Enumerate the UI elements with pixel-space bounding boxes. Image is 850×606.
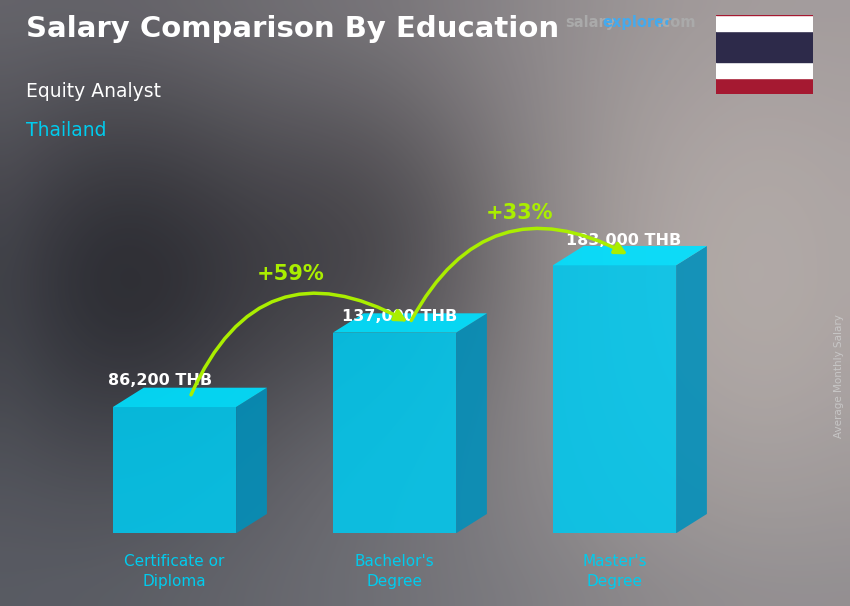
Polygon shape — [552, 265, 676, 533]
FancyArrowPatch shape — [191, 293, 404, 395]
Bar — [716, 0, 813, 15]
Text: Bachelor's
Degree: Bachelor's Degree — [354, 554, 434, 589]
Polygon shape — [333, 333, 456, 533]
Text: Certificate or
Diploma: Certificate or Diploma — [124, 554, 224, 589]
Polygon shape — [552, 246, 707, 265]
Bar — [716, 78, 813, 94]
Polygon shape — [113, 407, 236, 533]
Text: +59%: +59% — [258, 264, 325, 284]
Bar — [716, 31, 813, 62]
Text: salary: salary — [565, 15, 615, 30]
Text: Salary Comparison By Education: Salary Comparison By Education — [26, 15, 558, 43]
Polygon shape — [113, 388, 267, 407]
Polygon shape — [236, 388, 267, 533]
Text: .com: .com — [656, 15, 695, 30]
Text: explorer: explorer — [603, 15, 672, 30]
Polygon shape — [333, 313, 487, 333]
Text: Master's
Degree: Master's Degree — [582, 554, 647, 589]
Text: 137,000 THB: 137,000 THB — [342, 309, 457, 324]
Text: Equity Analyst: Equity Analyst — [26, 82, 161, 101]
Text: +33%: +33% — [486, 204, 553, 224]
Polygon shape — [676, 246, 707, 533]
Text: Average Monthly Salary: Average Monthly Salary — [834, 314, 844, 438]
FancyArrowPatch shape — [411, 228, 624, 321]
Bar — [716, 15, 813, 31]
Text: 86,200 THB: 86,200 THB — [109, 373, 212, 388]
Bar — [716, 62, 813, 78]
Text: Thailand: Thailand — [26, 121, 106, 140]
Polygon shape — [456, 313, 487, 533]
Text: 183,000 THB: 183,000 THB — [566, 233, 682, 248]
